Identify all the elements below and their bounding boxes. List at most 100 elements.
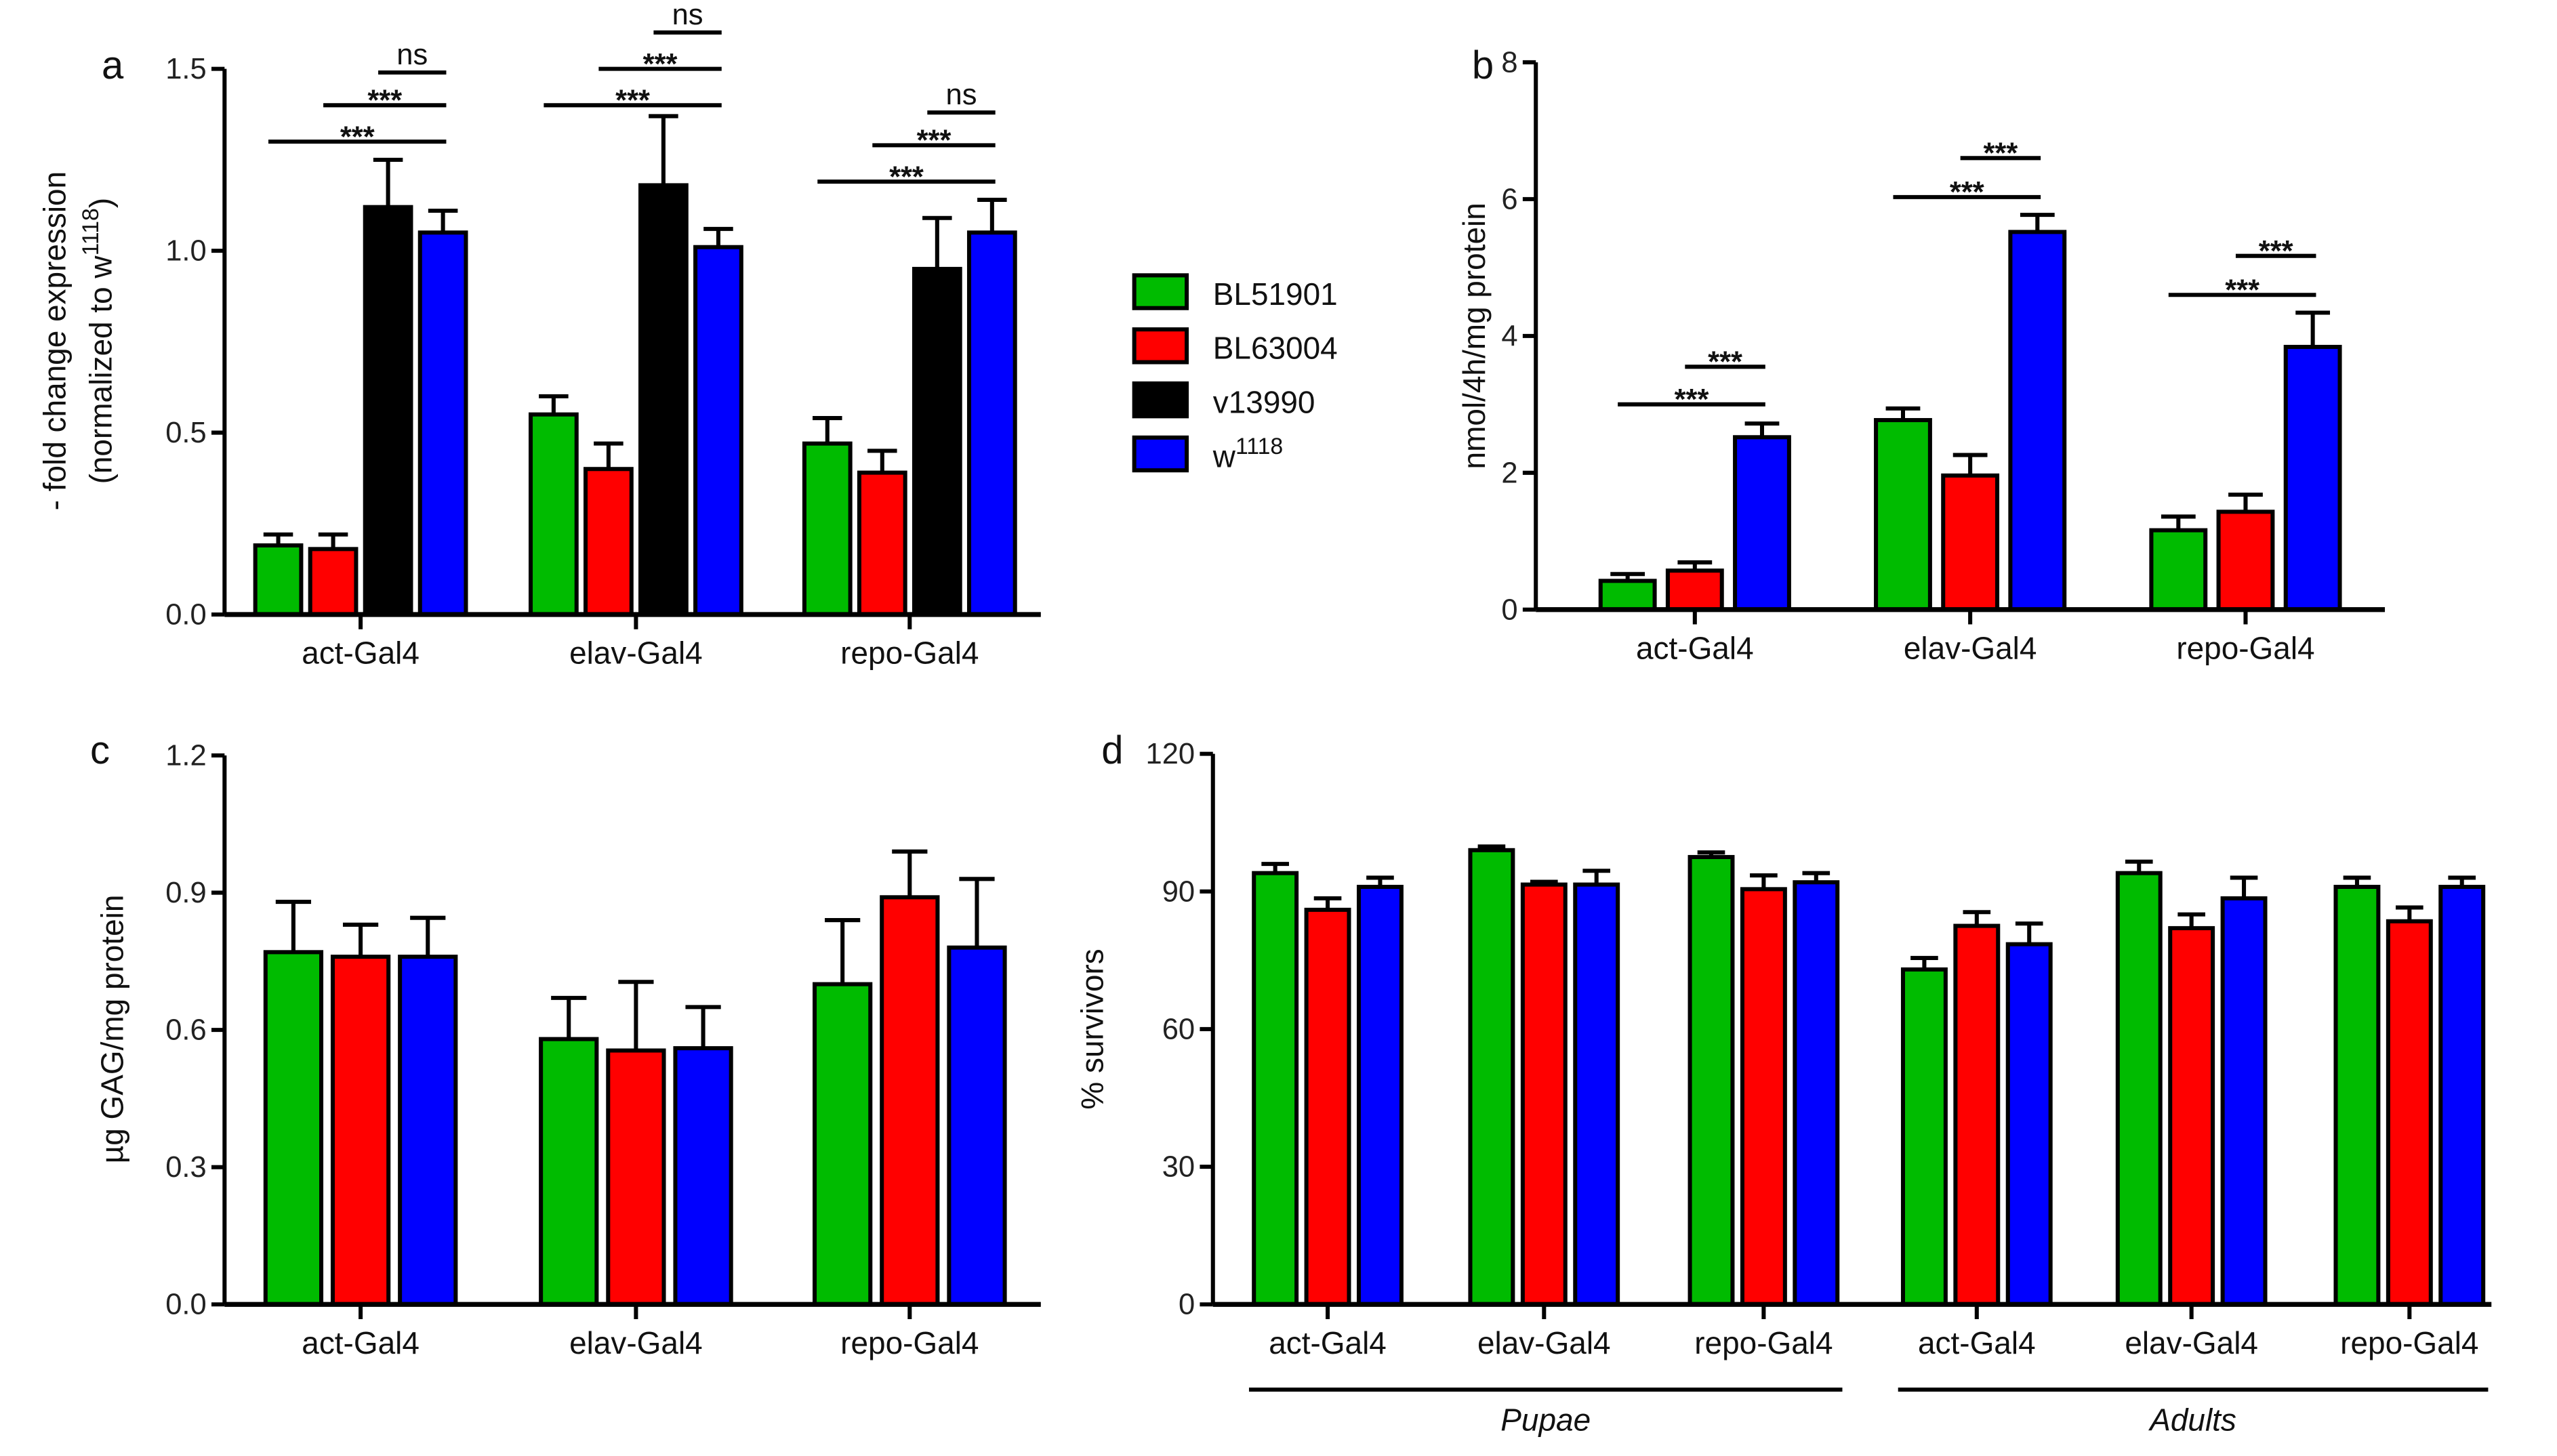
y-tick-label: 0.6 <box>165 1014 207 1047</box>
significance-label: *** <box>917 125 952 157</box>
x-tick-label: repo-Gal4 <box>2340 1325 2478 1360</box>
bar-bl51901-elav-gal4 <box>528 412 579 617</box>
x-tick-label: act-Gal4 <box>302 1325 420 1360</box>
y-tick-label: 1.0 <box>165 235 207 268</box>
panel-b: b nmol/4h/mg protein 0 2 4 6 8 act-Gal4 elav-Gal… <box>1456 43 2386 665</box>
bar-w1118-elav-gal4 <box>673 1046 733 1307</box>
bar-bl63004-repo-gal4 <box>857 470 907 617</box>
y-tick-label: 8 <box>1501 46 1517 79</box>
significance-label: *** <box>1950 176 1984 209</box>
bar-bl63004-elav-gal4 <box>606 1048 666 1307</box>
significance-label: *** <box>615 85 650 117</box>
bar-w1118-act-gal4 <box>398 955 458 1307</box>
y-tick-label: 0 <box>1501 594 1517 626</box>
significance-label: *** <box>2259 235 2293 268</box>
bar-bl51901-act-gal4 <box>1252 871 1299 1307</box>
bar-bl63004-elav-gal4 <box>1941 473 2000 612</box>
bar-w1118-repo-gal4 <box>2283 344 2342 612</box>
x-tick-label: repo-Gal4 <box>2176 630 2314 665</box>
bar-w1118-act-gal4 <box>1356 884 1404 1307</box>
y-tick-label: 0.0 <box>165 599 207 631</box>
y-axis-label: % survivors <box>1075 949 1110 1109</box>
y-tick-label: 0.3 <box>165 1151 207 1184</box>
bar-bl63004-repo-gal4 <box>880 895 940 1307</box>
bar-w1118-elav-gal4 <box>2008 230 2067 612</box>
bar-bl51901-repo-gal4 <box>2333 884 2381 1307</box>
y-tick-label: 0 <box>1179 1289 1195 1321</box>
bar-bl63004-act-gal4 <box>308 547 359 617</box>
bar-v13990-elav-gal4 <box>638 183 689 617</box>
legend-swatch <box>1132 273 1189 310</box>
bar-bl51901-act-gal4 <box>1900 967 1948 1307</box>
y-axis-label: µg GAG/mg protein <box>94 895 129 1164</box>
x-tick-label: repo-Gal4 <box>840 636 979 671</box>
panel-label: d <box>1101 728 1123 772</box>
bar-bl51901-act-gal4 <box>1598 579 1657 612</box>
legend-swatch <box>1132 327 1189 365</box>
panel-d: d % survivors 0 30 60 90 120 act-Gal4 elav-Gal4 r… <box>1075 728 2492 1437</box>
y-tick-label: 0.9 <box>165 877 207 909</box>
bar-w1118-act-gal4 <box>2005 942 2053 1307</box>
bar-bl63004-elav-gal4 <box>2168 925 2215 1307</box>
legend-swatch <box>1132 381 1189 419</box>
legend-label: w1118 <box>1212 434 1283 474</box>
x-tick-label: act-Gal4 <box>1269 1325 1387 1360</box>
y-axis-label: nmol/4h/mg protein <box>1456 203 1492 469</box>
significance-label: ns <box>672 0 703 31</box>
group-label: Pupae <box>1500 1402 1591 1437</box>
bar-bl63004-repo-gal4 <box>2216 509 2275 612</box>
y-tick-label: 2 <box>1501 457 1517 489</box>
bar-bl51901-repo-gal4 <box>802 441 853 617</box>
y-tick-label: 60 <box>1162 1013 1195 1045</box>
bar-w1118-repo-gal4 <box>947 945 1007 1307</box>
y-axis-label: - fold change expression <box>37 171 73 511</box>
bar-bl63004-elav-gal4 <box>584 467 634 617</box>
bar-bl63004-elav-gal4 <box>1520 882 1568 1307</box>
bar-bl63004-repo-gal4 <box>2386 919 2433 1307</box>
significance-label: *** <box>1708 346 1742 379</box>
significance-label: ns <box>396 39 428 71</box>
y-tick-label: 4 <box>1501 320 1517 352</box>
significance-label: ns <box>946 79 977 111</box>
bar-bl51901-repo-gal4 <box>813 982 873 1307</box>
bar-bl63004-act-gal4 <box>1665 568 1724 612</box>
significance-label: *** <box>1983 138 2018 170</box>
y-tick-label: 1.5 <box>165 53 207 85</box>
significance-label: *** <box>643 48 678 81</box>
y-axis-label-line2: (normalized to w1118) <box>78 198 118 484</box>
x-tick-label: elav-Gal4 <box>1904 630 2037 665</box>
x-tick-label: act-Gal4 <box>1636 630 1754 665</box>
bar-v13990-act-gal4 <box>363 205 413 617</box>
bar-bl51901-elav-gal4 <box>539 1037 599 1307</box>
significance-label: *** <box>1675 383 1709 416</box>
bar-w1118-elav-gal4 <box>2220 896 2268 1307</box>
significance-label: *** <box>340 121 375 153</box>
x-tick-label: elav-Gal4 <box>2125 1325 2258 1360</box>
bar-bl63004-act-gal4 <box>1953 923 2001 1307</box>
bar-bl63004-act-gal4 <box>1304 907 1351 1307</box>
bar-bl51901-act-gal4 <box>253 543 304 617</box>
bar-w1118-elav-gal4 <box>693 245 743 617</box>
y-tick-label: 0.5 <box>165 417 207 449</box>
legend-swatch <box>1132 435 1189 473</box>
bar-v13990-repo-gal4 <box>912 266 962 617</box>
panel-a: a - fold change expression (normalized to … <box>37 0 1041 671</box>
y-tick-label: 90 <box>1162 875 1195 908</box>
panel-c: c µg GAG/mg protein 0.0 0.3 0.6 0.9 1.2 act-Gal… <box>90 728 1041 1360</box>
y-tick-label: 6 <box>1501 183 1517 215</box>
group-label: Adults <box>2148 1402 2236 1437</box>
panel-label: b <box>1472 43 1494 87</box>
panel-label: c <box>90 728 110 772</box>
x-tick-label: repo-Gal4 <box>1694 1325 1833 1360</box>
bar-w1118-repo-gal4 <box>1793 880 1840 1307</box>
x-tick-label: repo-Gal4 <box>840 1325 979 1360</box>
significance-label: *** <box>367 85 402 117</box>
y-tick-label: 1.2 <box>165 740 207 772</box>
y-tick-label: 0.0 <box>165 1289 207 1321</box>
legend-label: BL51901 <box>1213 276 1338 312</box>
x-tick-label: elav-Gal4 <box>569 1325 703 1360</box>
bar-bl63004-repo-gal4 <box>1740 887 1787 1307</box>
x-tick-label: elav-Gal4 <box>569 636 703 671</box>
bar-w1118-act-gal4 <box>417 230 468 617</box>
x-tick-label: act-Gal4 <box>1918 1325 2036 1360</box>
